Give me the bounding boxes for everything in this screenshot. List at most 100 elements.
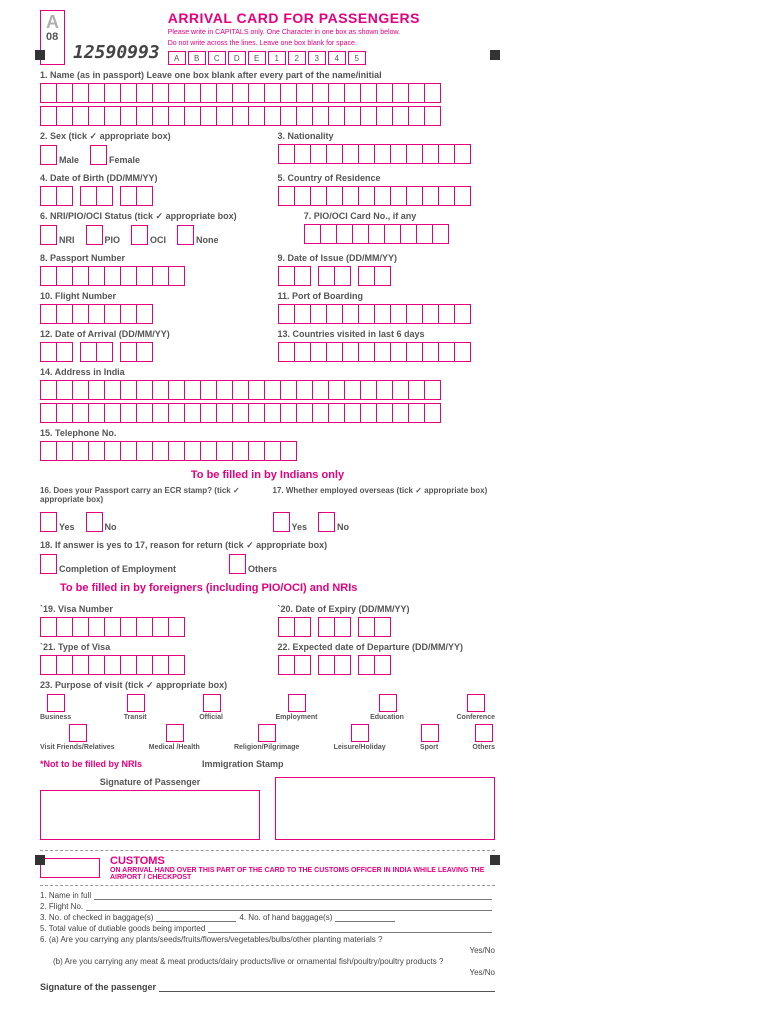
- visa-type-boxes[interactable]: [40, 655, 258, 675]
- none-label: None: [196, 235, 219, 245]
- purpose-label: Transit: [124, 714, 147, 721]
- departure-boxes[interactable]: [278, 655, 496, 675]
- dob-boxes[interactable]: [40, 186, 258, 206]
- field-16-label: 16. Does your Passport carry an ECR stam…: [40, 486, 263, 504]
- customs-value-input[interactable]: [208, 924, 492, 933]
- ecr-yes-label: Yes: [59, 522, 75, 532]
- purpose-label: Conference: [456, 714, 495, 721]
- expiry-boxes[interactable]: [278, 617, 496, 637]
- serial-number: 12590993: [73, 42, 160, 65]
- customs-6b-yn[interactable]: Yes/No: [40, 968, 495, 977]
- customs-6b: (b) Are you carrying any meat & meat pro…: [40, 957, 495, 966]
- header-text: ARRIVAL CARD FOR PASSENGERS Please write…: [168, 10, 495, 65]
- overseas-yes-check[interactable]: [273, 512, 290, 532]
- customs-sig: Signature of the passenger: [40, 982, 495, 992]
- nri-check[interactable]: [40, 225, 57, 245]
- address-row-1[interactable]: [40, 380, 495, 400]
- customs-header: CUSTOMS ON ARRIVAL HAND OVER THIS PART O…: [40, 850, 495, 886]
- purpose-transit-check[interactable]: [127, 694, 145, 712]
- field-3-label: 3. Nationality: [278, 131, 496, 141]
- purpose-religion-check[interactable]: [258, 724, 276, 742]
- address-row-2[interactable]: [40, 403, 495, 423]
- field-19-label: `19. Visa Number: [40, 604, 258, 614]
- ex-box: 1: [268, 51, 286, 65]
- overseas-yes-label: Yes: [292, 522, 308, 532]
- others-check[interactable]: [229, 554, 246, 574]
- purpose-label: Education: [370, 714, 404, 721]
- ex-box: B: [188, 51, 206, 65]
- field-6-label: 6. NRI/PIO/OCI Status (tick ✓ appropriat…: [40, 211, 289, 222]
- purpose-leisure-check[interactable]: [351, 724, 369, 742]
- sig-passenger-box[interactable]: [40, 790, 260, 840]
- purpose-label: Employment: [276, 714, 318, 721]
- residence-boxes[interactable]: [278, 186, 496, 206]
- overseas-no-check[interactable]: [318, 512, 335, 532]
- customs-6a-yn[interactable]: Yes/No: [40, 946, 495, 955]
- status-checks: NRI PIO OCI None: [40, 225, 289, 245]
- purpose-visit-check[interactable]: [69, 724, 87, 742]
- purpose-others-check[interactable]: [475, 724, 493, 742]
- female-check[interactable]: [90, 145, 107, 165]
- purpose-label: Sport: [420, 744, 438, 751]
- foreigners-title: To be filled in by foreigners (including…: [40, 582, 495, 594]
- field-5-label: 5. Country of Residence: [278, 173, 496, 183]
- purpose-official-check[interactable]: [203, 694, 221, 712]
- name-row-1[interactable]: [40, 83, 495, 103]
- purpose-label: Official: [199, 714, 223, 721]
- customs-flight-input[interactable]: [86, 902, 492, 911]
- arrival-date-boxes[interactable]: [40, 342, 258, 362]
- header: A 08 12590993 ARRIVAL CARD FOR PASSENGER…: [40, 10, 495, 65]
- customs-name-input[interactable]: [94, 891, 492, 900]
- field-10-label: 10. Flight Number: [40, 291, 258, 301]
- code-letter: A: [46, 13, 59, 31]
- field-21-label: `21. Type of Visa: [40, 642, 258, 652]
- customs-box: [40, 858, 100, 878]
- field-14-label: 14. Address in India: [40, 367, 495, 377]
- ecr-no-check[interactable]: [86, 512, 103, 532]
- countries-boxes[interactable]: [278, 342, 496, 362]
- flight-boxes[interactable]: [40, 304, 258, 324]
- field-18-label: 18. If answer is yes to 17, reason for r…: [40, 540, 495, 551]
- field-22-label: 22. Expected date of Departure (DD/MM/YY…: [278, 642, 496, 652]
- customs-checked-input[interactable]: [156, 913, 236, 922]
- customs-title: CUSTOMS: [110, 855, 495, 867]
- purpose-business-check[interactable]: [47, 694, 65, 712]
- male-check[interactable]: [40, 145, 57, 165]
- nri-label: NRI: [59, 235, 75, 245]
- oci-check[interactable]: [131, 225, 148, 245]
- purpose-label: Visit Friends/Relatives: [40, 744, 115, 751]
- completion-check[interactable]: [40, 554, 57, 574]
- ex-box: A: [168, 51, 186, 65]
- ecr-yes-check[interactable]: [40, 512, 57, 532]
- purpose-sport-check[interactable]: [421, 724, 439, 742]
- field-7-label: 7. PIO/OCI Card No., if any: [304, 211, 495, 221]
- code-num: 08: [46, 31, 59, 43]
- female-label: Female: [109, 155, 140, 165]
- none-check[interactable]: [177, 225, 194, 245]
- purpose-row-2: Visit Friends/Relatives Medical /Health …: [40, 724, 495, 751]
- pio-check[interactable]: [86, 225, 103, 245]
- purpose-education-check[interactable]: [379, 694, 397, 712]
- customs-flight: 2. Flight No.: [40, 902, 495, 911]
- purpose-employment-check[interactable]: [288, 694, 306, 712]
- customs-hand-input[interactable]: [335, 913, 395, 922]
- passport-boxes[interactable]: [40, 266, 258, 286]
- reason-checks: Completion of Employment Others: [40, 554, 495, 574]
- marker-bl: [35, 855, 45, 865]
- sig-passenger-label: Signature of Passenger: [40, 777, 260, 787]
- visa-boxes[interactable]: [40, 617, 258, 637]
- overseas-no-label: No: [337, 522, 349, 532]
- port-boxes[interactable]: [278, 304, 496, 324]
- purpose-conference-check[interactable]: [467, 694, 485, 712]
- purpose-medical-check[interactable]: [166, 724, 184, 742]
- issue-date-boxes[interactable]: [278, 266, 496, 286]
- field-13-label: 13. Countries visited in last 6 days: [278, 329, 496, 339]
- nationality-boxes[interactable]: [278, 144, 496, 164]
- field-4-label: 4. Date of Birth (DD/MM/YY): [40, 173, 258, 183]
- pio-card-boxes[interactable]: [304, 224, 495, 244]
- field-9-label: 9. Date of Issue (DD/MM/YY): [278, 253, 496, 263]
- phone-boxes[interactable]: [40, 441, 495, 461]
- instruction-1: Please write in CAPITALS only. One Chara…: [168, 28, 495, 37]
- name-row-2[interactable]: [40, 106, 495, 126]
- customs-sig-input[interactable]: [159, 982, 495, 992]
